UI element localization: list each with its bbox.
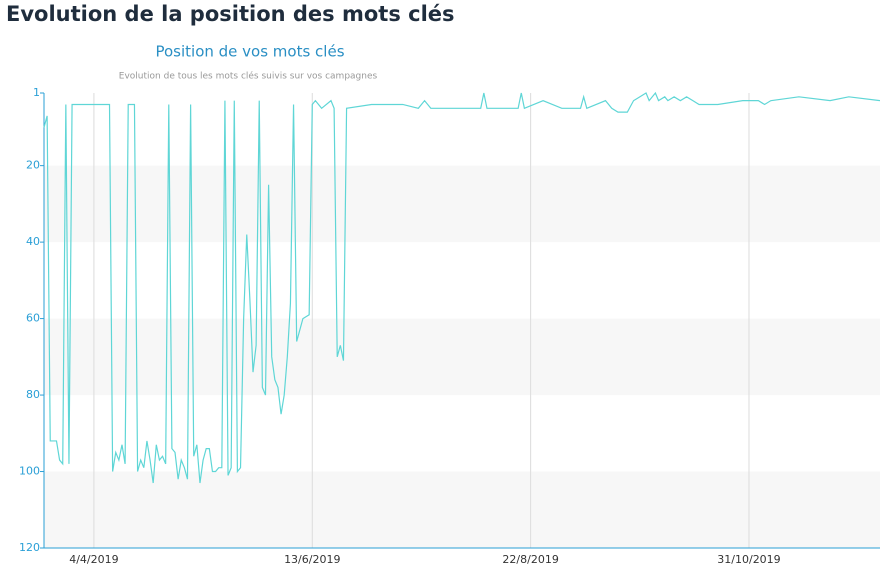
y-tick-label: 20 — [26, 159, 40, 172]
y-tick-label: 60 — [26, 312, 40, 325]
chart-subtitle: Evolution de tous les mots clés suivis s… — [119, 71, 378, 82]
x-tick-label: 22/8/2019 — [502, 553, 558, 566]
page-heading: Evolution de la position des mots clés — [6, 2, 455, 26]
line — [43, 91, 880, 484]
y-tick-label: 80 — [26, 388, 40, 401]
y-tick-label: 100 — [19, 465, 40, 478]
y-tick-label: 40 — [26, 235, 40, 248]
grid-band — [44, 318, 880, 396]
x-tick-label: 31/10/2019 — [717, 553, 780, 566]
chart-title: Position de vos mots clés — [155, 43, 344, 61]
y-tick-label: 120 — [19, 541, 40, 554]
y-tick-label: 1 — [33, 86, 40, 99]
grid-band — [44, 471, 880, 548]
x-tick-label: 13/6/2019 — [284, 553, 340, 566]
x-tick-label: 4/4/2019 — [69, 553, 118, 566]
grid-band — [44, 165, 880, 243]
